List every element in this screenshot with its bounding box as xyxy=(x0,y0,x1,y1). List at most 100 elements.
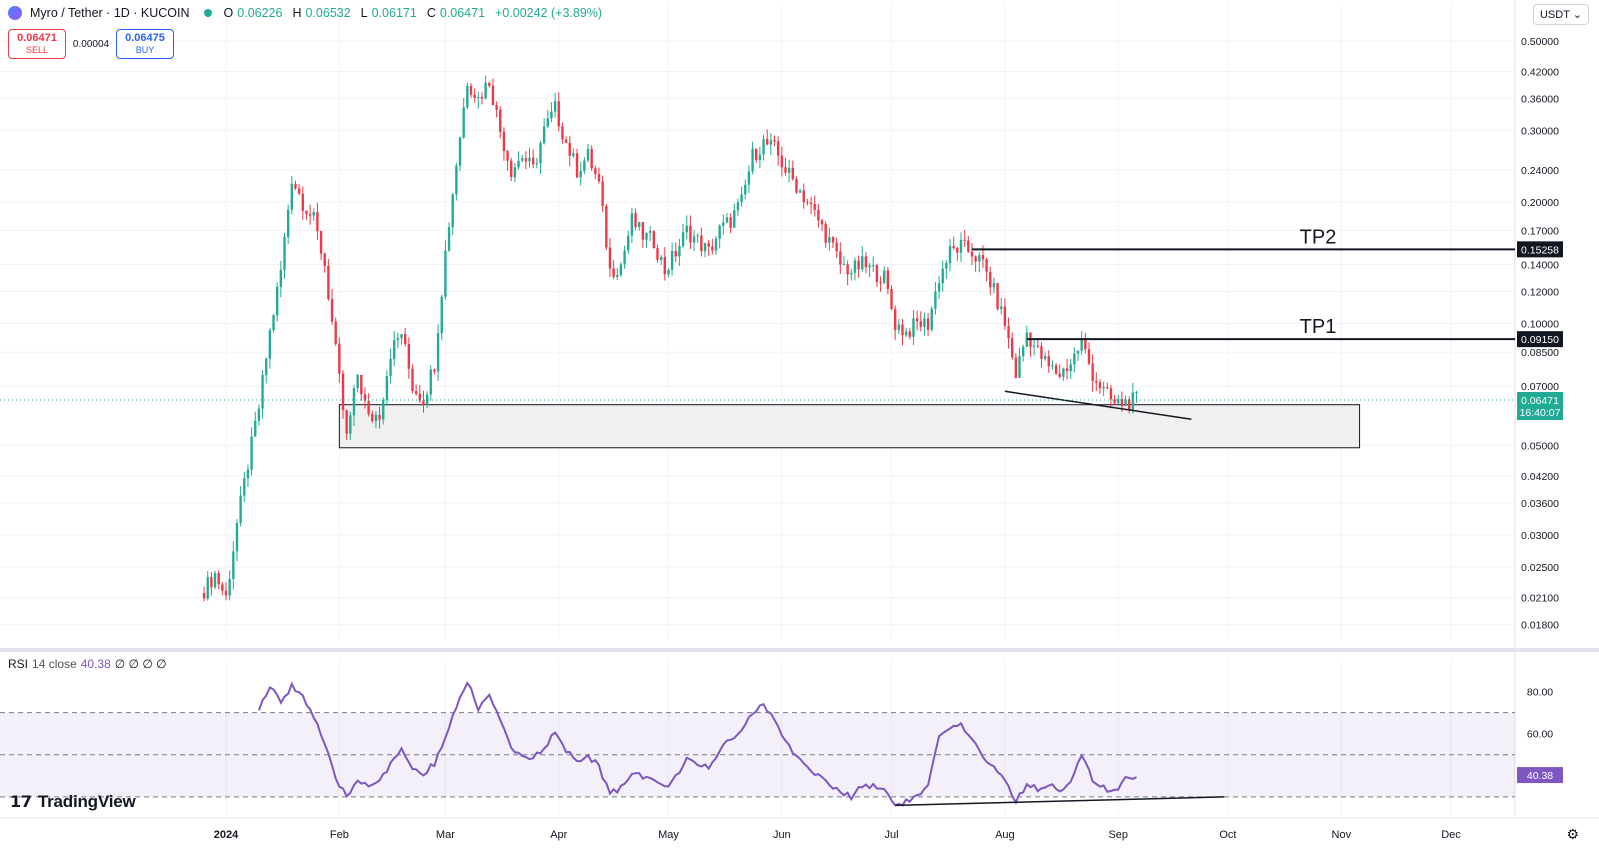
candle-body xyxy=(923,318,926,328)
chart-legend: Myro / Tether · 1D · KUCOIN O 0.06226 H 0.… xyxy=(8,6,608,20)
high-label: H xyxy=(292,6,302,20)
currency-select[interactable]: USDT ⌄ xyxy=(1532,4,1589,25)
candle-body xyxy=(659,256,663,260)
tp1-price-label: 0.09150 xyxy=(1521,334,1559,346)
candle-body xyxy=(597,174,601,182)
candle-body xyxy=(480,96,484,99)
tp2-price-label: 0.15258 xyxy=(1521,244,1559,256)
candle-body xyxy=(773,140,776,142)
candle-body xyxy=(345,410,348,434)
time-tick-label: Sep xyxy=(1108,829,1128,841)
candle-body xyxy=(1062,368,1065,377)
candle-body xyxy=(484,82,487,99)
price-trendline xyxy=(1004,390,1192,420)
candle-body xyxy=(755,148,758,161)
candle-body xyxy=(904,331,908,336)
current-price-tag xyxy=(1517,391,1563,420)
candle-body xyxy=(1040,346,1043,359)
candle-body xyxy=(510,160,513,178)
candle-body xyxy=(294,183,297,189)
candle-body xyxy=(564,139,568,143)
buy-button[interactable]: 0.06475 BUY xyxy=(116,29,174,59)
sell-button[interactable]: 0.06471 SELL xyxy=(8,29,66,59)
candle-body xyxy=(930,308,933,330)
high-value: 0.06532 xyxy=(305,6,351,20)
rsi-tick-label: 80.00 xyxy=(1527,687,1553,699)
candle-body xyxy=(952,245,955,248)
candle-body xyxy=(908,331,911,337)
candle-body xyxy=(243,478,246,496)
candle-body xyxy=(349,415,352,434)
price-tick-label: 0.01800 xyxy=(1521,620,1559,632)
candle-body xyxy=(1113,399,1116,404)
candle-body xyxy=(806,201,809,203)
candle-body xyxy=(308,214,312,216)
candle-body xyxy=(389,358,392,376)
candle-body xyxy=(334,321,337,344)
candle-body xyxy=(809,202,813,205)
candle-body xyxy=(784,167,787,173)
candle-body xyxy=(1036,345,1039,347)
candle-body xyxy=(363,394,367,401)
candle-body xyxy=(718,225,721,239)
candle-body xyxy=(729,217,732,228)
candle-body xyxy=(594,168,597,175)
tp1-price-tag xyxy=(1517,331,1563,348)
candle-body xyxy=(491,85,495,106)
symbol-title[interactable]: Myro / Tether · 1D · KUCOIN xyxy=(30,6,190,20)
candle-body xyxy=(934,291,937,309)
candle-body xyxy=(605,206,608,248)
candle-body xyxy=(447,227,451,251)
candle-body xyxy=(583,160,586,172)
candle-body xyxy=(842,264,846,266)
rsi-name[interactable]: RSI xyxy=(8,657,29,671)
candle-body xyxy=(711,246,714,251)
tradingview-logo[interactable]: 𝟭𝟳 TradingView xyxy=(10,792,136,812)
candle-body xyxy=(477,96,480,98)
countdown-label: 16:40:07 xyxy=(1520,407,1561,419)
candle-body xyxy=(703,243,707,252)
candle-body xyxy=(714,238,718,251)
candle-body xyxy=(787,167,791,173)
candle-body xyxy=(316,211,319,232)
candle-body xyxy=(1109,388,1113,400)
candle-body xyxy=(985,259,988,272)
candle-body xyxy=(645,232,648,240)
candle-body xyxy=(674,251,677,257)
candle-body xyxy=(1120,399,1124,407)
candle-body xyxy=(813,204,816,210)
candle-body xyxy=(458,137,462,166)
tradingview-mark-icon: 𝟭𝟳 xyxy=(10,794,32,811)
candle-body xyxy=(846,264,849,275)
candle-body xyxy=(616,275,619,277)
candle-body xyxy=(766,139,769,145)
candle-body xyxy=(915,318,919,322)
rsi-value-tag xyxy=(1517,767,1563,784)
candle-body xyxy=(224,590,228,596)
candle-body xyxy=(608,247,612,269)
currency-label: USDT xyxy=(1539,9,1570,21)
candle-body xyxy=(857,260,860,270)
candle-body xyxy=(254,420,257,437)
chevron-down-icon: ⌄ xyxy=(1572,9,1582,21)
candle-body xyxy=(1011,338,1014,358)
candle-body xyxy=(733,210,736,228)
candle-body xyxy=(531,157,535,165)
candle-body xyxy=(835,242,838,252)
rsi-extras: ∅ ∅ ∅ ∅ xyxy=(114,657,167,671)
candles xyxy=(202,75,1138,602)
candle-body xyxy=(330,299,334,322)
candle-body xyxy=(411,368,414,392)
settings-icon[interactable]: ⚙ xyxy=(1566,826,1579,842)
candle-body xyxy=(926,318,930,330)
candle-body xyxy=(393,340,396,359)
candle-body xyxy=(956,247,959,253)
candle-body xyxy=(937,283,941,292)
candle-body xyxy=(1054,365,1058,374)
open-label: O xyxy=(223,6,234,20)
candle-body xyxy=(634,213,637,228)
change-value: +0.00242 (+3.89%) xyxy=(495,6,603,20)
candle-body xyxy=(795,179,798,193)
candle-body xyxy=(495,105,498,110)
